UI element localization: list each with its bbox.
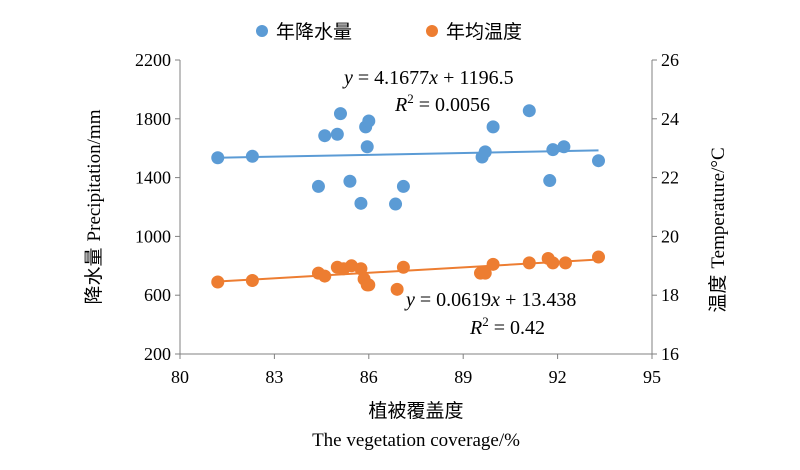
y-axis-left-title-en: Precipitation/mm [84,109,105,241]
precipitation-point [211,151,225,165]
precipitation-point [354,196,368,210]
y-axis-right-title-en: Temperature/°C [708,147,729,268]
legend: 年降水量 年均温度 [256,21,522,43]
x-axis-title-cn: 植被覆盖度 [368,400,463,422]
temperature-r2: R2 = 0.42 [469,314,545,339]
x-tick-label: 95 [643,367,661,387]
precipitation-point [522,104,536,118]
temperature-point [354,262,368,276]
precipitation-point [396,179,410,193]
precipitation-point [592,154,606,168]
temperature-point [478,266,492,280]
eq1-y: y [342,67,353,89]
eq1-intercept: + 1196.5 [438,67,514,89]
eq1-slope: = 4.1677 [353,67,429,89]
y-left-tick-label: 600 [144,285,171,305]
temperature-point [390,282,404,296]
legend-marker-precipitation [256,25,268,37]
eq2-slope: = 0.0619 [415,289,491,311]
temperature-point [318,269,332,283]
temperature-point [546,256,560,270]
axes [179,60,653,355]
precipitation-equation-line: y = 4.1677x + 1196.5 [342,67,514,89]
precipitation-point [311,179,325,193]
y-right-tick-label: 20 [661,226,679,246]
precipitation-point [478,145,492,159]
eq2-r-sup: 2 [482,314,489,329]
precipitation-r2: R2 = 0.0056 [394,91,490,116]
eq1-x: x [428,67,438,89]
x-tick-label: 83 [265,367,283,387]
data-points [211,104,606,296]
precipitation-point [360,140,374,154]
temperature-point [522,256,536,270]
y-right-tick-label: 22 [661,168,679,188]
precipitation-point [543,174,557,188]
eq1-r: R [394,94,407,116]
x-tick-label: 80 [171,367,189,387]
legend-label-precipitation: 年降水量 [276,21,352,43]
precipitation-point [546,143,560,157]
precipitation-point [333,107,347,121]
temperature-equation: y = 0.0619x + 13.438 R2 = 0.42 [404,289,576,339]
y-left-tick-label: 2200 [135,50,171,70]
precipitation-point [245,149,259,163]
eq2-x: x [490,289,500,311]
precipitation-equation: y = 4.1677x + 1196.5 R2 = 0.0056 [342,67,514,116]
trend-lines [217,149,599,283]
y-right-tick-label: 18 [661,285,679,305]
temperature-equation-line: y = 0.0619x + 13.438 [404,289,576,311]
y-left-tick-label: 1800 [135,109,171,129]
legend-marker-temperature [426,25,438,37]
temperature-point [362,278,376,292]
y-right-tick-label: 24 [661,109,679,129]
y-left-tick-label: 1000 [135,226,171,246]
x-tick-label: 92 [549,367,567,387]
temperature-point [592,250,606,264]
temperature-point [211,275,225,289]
eq2-y: y [404,289,415,311]
precipitation-point [318,129,332,143]
y-right-tick-label: 16 [661,344,679,364]
eq2-r2-value: = 0.42 [489,317,545,339]
temperature-point [558,256,572,270]
eq2-r: R [469,317,482,339]
precipitation-point [486,120,500,134]
precipitation-point [343,174,357,188]
temperature-point [396,260,410,274]
temperature-point [245,274,259,287]
eq1-r2-value: = 0.0056 [414,94,490,116]
x-tick-label: 89 [454,367,472,387]
precipitation-point [389,197,403,211]
y-left-tick-label: 200 [144,344,171,364]
y-right-tick-label: 26 [661,50,679,70]
precipitation-point [330,127,344,141]
precipitation-point [557,140,571,154]
y-axis-right-title: 温度 Temperature/°C [707,147,729,312]
trend-line-precipitation [217,149,599,159]
eq2-intercept: + 13.438 [500,289,576,311]
precipitation-point [362,114,376,128]
y-axis-left-title-cn: 降水量 [83,247,105,304]
tick-labels: 80 83 86 89 92 95 200 600 1000 1400 1800 2200 16 18 20… [135,50,679,387]
y-axis-right-title-cn: 温度 [707,275,729,313]
x-axis-title-en: The vegetation coverage/% [312,430,520,451]
eq1-r-sup: 2 [407,91,414,106]
legend-label-temperature: 年均温度 [446,21,522,43]
y-axis-left-title: 降水量 Precipitation/mm [83,109,105,304]
y-left-tick-label: 1400 [135,168,171,188]
x-tick-label: 86 [360,367,378,387]
temperature-point [486,257,500,271]
